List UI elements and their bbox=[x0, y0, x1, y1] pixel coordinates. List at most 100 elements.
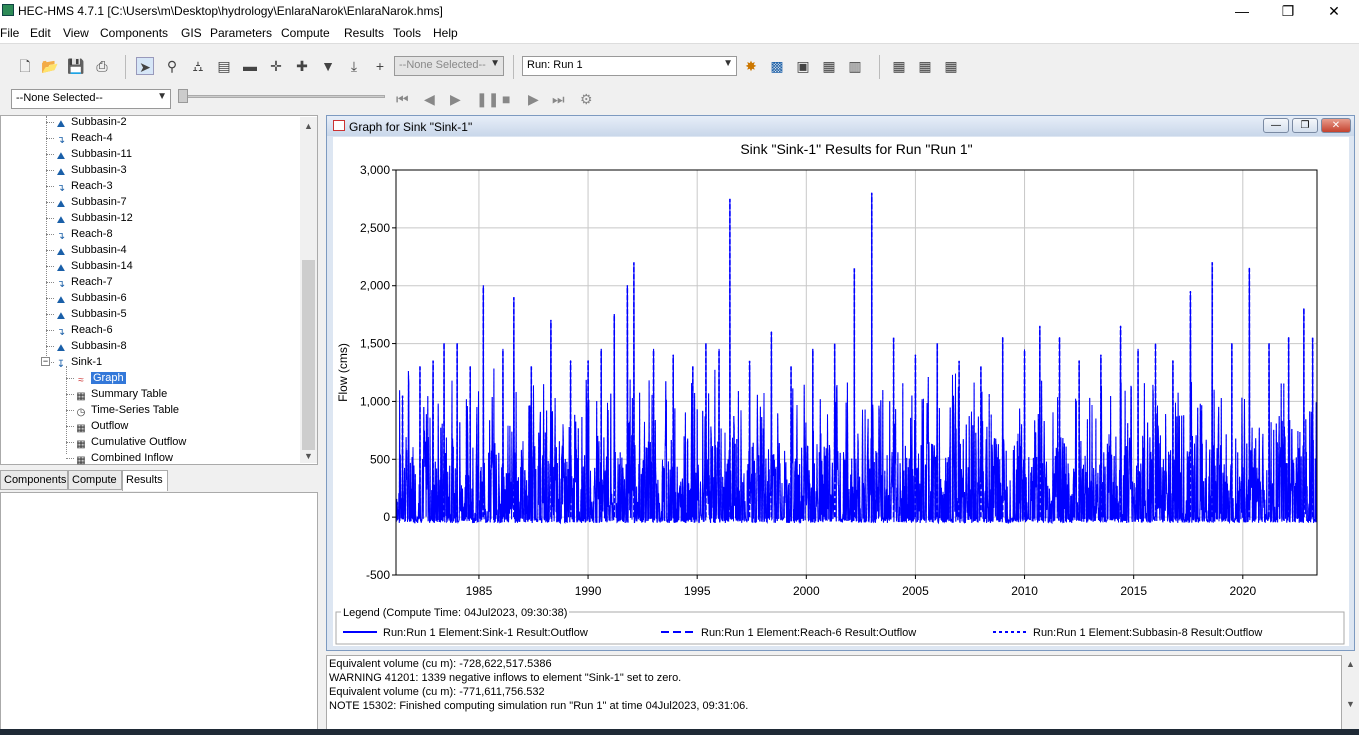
menu-results[interactable]: Results bbox=[344, 26, 385, 40]
menu-edit[interactable]: Edit bbox=[30, 26, 51, 40]
log-scrollbar[interactable]: ▲ ▼ bbox=[1342, 655, 1359, 730]
tree-item[interactable]: ⛰ Subbasin-8 bbox=[54, 338, 127, 354]
element-select[interactable]: --None Selected-- ▼ bbox=[394, 56, 504, 76]
first-frame-icon[interactable]: ⏮ bbox=[396, 91, 409, 107]
tree-item[interactable]: ↴ Reach-7 bbox=[54, 274, 113, 290]
graph-close-button[interactable]: ✕ bbox=[1321, 118, 1351, 133]
menu-tools[interactable]: Tools bbox=[393, 26, 422, 40]
tree-item[interactable]: ⛰ Subbasin-3 bbox=[54, 162, 127, 178]
tab-compute[interactable]: Compute bbox=[68, 470, 122, 490]
animation-toolbar: --None Selected-- ▼ ⏮ ◀ ▶ ❚❚ ■ ▶ ⏭ ⚙ bbox=[0, 86, 1359, 114]
tree-item[interactable]: ↴ Reach-8 bbox=[54, 226, 113, 242]
settings-gear-icon[interactable]: ⚙ bbox=[580, 91, 593, 107]
subbasin-icon: ⛰ bbox=[56, 215, 66, 226]
menu-compute[interactable]: Compute bbox=[281, 26, 330, 40]
global-summary-icon[interactable]: ▩ bbox=[770, 58, 784, 74]
tree-item[interactable]: ⛰ Subbasin-6 bbox=[54, 290, 127, 306]
reach-tool-icon[interactable]: ▤ bbox=[217, 58, 231, 74]
tree-item[interactable]: ⛰ Subbasin-12 bbox=[54, 210, 133, 226]
scroll-up-icon[interactable]: ▲ bbox=[304, 121, 313, 131]
reach-icon: ↴ bbox=[56, 327, 66, 338]
legend-entry: Run:Run 1 Element:Reach-6 Result:Outflow bbox=[701, 627, 916, 639]
previous-frame-icon[interactable]: ◀ bbox=[424, 91, 435, 107]
graph-result-icon[interactable]: ▣ bbox=[796, 58, 810, 74]
time-series-icon[interactable]: ▥ bbox=[848, 58, 862, 74]
tree-result-item[interactable]: ▦ Summary Table bbox=[74, 386, 167, 402]
tree-item[interactable]: ⛰ Subbasin-14 bbox=[54, 258, 133, 274]
diversion-tool-icon[interactable]: ✚ bbox=[296, 58, 308, 74]
menu-file[interactable]: File bbox=[0, 26, 20, 40]
grid-cell-icon[interactable]: ▦ bbox=[918, 58, 932, 74]
junction-tool-icon[interactable]: ✛ bbox=[270, 58, 282, 74]
new-file-icon[interactable]: 🗋 bbox=[19, 58, 31, 74]
tree-scroll-thumb[interactable] bbox=[302, 260, 315, 450]
grid-cell-icon[interactable]: ▦ bbox=[944, 58, 958, 74]
summary-table-icon[interactable]: ▦ bbox=[822, 58, 836, 74]
watershed-explorer: ⛰ Subbasin-2 ↴ Reach-4 ⛰ Subbasin-11 ⛰ Subbasin… bbox=[0, 114, 318, 466]
tree-item[interactable]: ⛰ Subbasin-2 bbox=[54, 114, 127, 130]
minimize-button[interactable]: — bbox=[1235, 3, 1249, 19]
collapse-toggle[interactable]: − bbox=[41, 356, 50, 366]
tree-item[interactable]: ⛰ Subbasin-11 bbox=[54, 146, 132, 162]
tab-components[interactable]: Components bbox=[0, 470, 68, 490]
x-tick-label: 1990 bbox=[575, 584, 602, 598]
tree-item-label: Cumulative Outflow bbox=[91, 436, 187, 448]
tree-connector bbox=[46, 186, 54, 187]
tree-result-item[interactable]: ≈ Graph bbox=[74, 370, 126, 386]
tree-result-item[interactable]: ▦ Outflow bbox=[74, 418, 128, 434]
time-slider-thumb[interactable] bbox=[178, 89, 188, 103]
tab-results[interactable]: Results bbox=[122, 470, 168, 491]
tree-item[interactable]: ↴ Reach-4 bbox=[54, 130, 113, 146]
tree-item[interactable]: ↴ Reach-6 bbox=[54, 322, 113, 338]
chart-title: Sink "Sink-1" Results for Run "Run 1" bbox=[740, 141, 972, 157]
compute-run-icon[interactable]: ✸ bbox=[745, 58, 757, 74]
menu-components[interactable]: Components bbox=[100, 26, 169, 40]
grid-cell-icon[interactable]: ▦ bbox=[892, 58, 906, 74]
tree-item[interactable]: ↴ Reach-3 bbox=[54, 178, 113, 194]
tree-item[interactable]: ⛰ Subbasin-7 bbox=[54, 194, 127, 210]
pause-icon[interactable]: ❚❚ bbox=[476, 91, 500, 107]
print-icon[interactable]: ⎙ bbox=[96, 58, 108, 74]
source-tool-icon[interactable]: ▼ bbox=[321, 58, 335, 74]
menu-help[interactable]: Help bbox=[433, 26, 458, 40]
subbasin-icon: ⛰ bbox=[56, 263, 66, 274]
menu-view[interactable]: View bbox=[63, 26, 89, 40]
save-icon[interactable]: 💾 bbox=[67, 58, 85, 74]
tree-item-label: Subbasin-4 bbox=[71, 244, 127, 256]
maximize-button[interactable]: ❐ bbox=[1281, 3, 1295, 19]
arrow-tool-icon[interactable]: ➤ bbox=[136, 57, 154, 75]
legend-title: Legend (Compute Time: 04Jul2023, 09:30:3… bbox=[343, 607, 567, 619]
scroll-up-icon[interactable]: ▲ bbox=[1346, 659, 1355, 669]
time-slider-track[interactable] bbox=[180, 95, 385, 98]
run-select[interactable]: Run: Run 1 ▼ bbox=[522, 56, 737, 76]
reservoir-tool-icon[interactable]: ▬ bbox=[243, 58, 257, 74]
graph-restore-button[interactable]: ❐ bbox=[1292, 118, 1318, 133]
subbasin-tool-icon[interactable]: ⛼ bbox=[192, 58, 204, 74]
open-folder-icon[interactable]: 📂 bbox=[41, 58, 59, 74]
tree-result-item[interactable]: ▦ Cumulative Outflow bbox=[74, 434, 186, 450]
zoom-tool-icon[interactable]: ⚲ bbox=[166, 58, 178, 74]
y-tick-label: 1,500 bbox=[360, 337, 390, 351]
crosshair-tool-icon[interactable]: + bbox=[375, 58, 385, 74]
scroll-down-icon[interactable]: ▼ bbox=[1346, 699, 1355, 709]
menu-parameters[interactable]: Parameters bbox=[210, 26, 273, 40]
play-icon[interactable]: ▶ bbox=[450, 91, 461, 107]
tree-connector bbox=[46, 202, 54, 203]
title-bar: HEC-HMS 4.7.1 [C:\Users\m\Desktop\hydrol… bbox=[0, 0, 1359, 22]
tree-item[interactable]: ⛰ Subbasin-4 bbox=[54, 242, 127, 258]
menu-gis[interactable]: GIS bbox=[181, 26, 202, 40]
tree-item-label: Reach-3 bbox=[71, 180, 113, 192]
tree-result-item[interactable]: ◷ Time-Series Table bbox=[74, 402, 179, 418]
next-frame-icon[interactable]: ▶ bbox=[528, 91, 539, 107]
last-frame-icon[interactable]: ⏭ bbox=[552, 91, 565, 107]
sink-tool-icon[interactable]: ⤓ bbox=[350, 58, 358, 74]
tree-connector bbox=[66, 426, 74, 427]
stop-icon[interactable]: ■ bbox=[502, 91, 511, 107]
tree-item[interactable]: ↧ Sink-1 bbox=[54, 354, 102, 370]
tree-item[interactable]: ⛰ Subbasin-5 bbox=[54, 306, 127, 322]
graph-minimize-button[interactable]: — bbox=[1263, 118, 1289, 133]
tree-result-item[interactable]: ▦ Combined Inflow bbox=[74, 450, 173, 466]
close-button[interactable]: ✕ bbox=[1328, 3, 1340, 19]
scroll-down-icon[interactable]: ▼ bbox=[304, 451, 313, 461]
time-select[interactable]: --None Selected-- ▼ bbox=[11, 89, 171, 109]
